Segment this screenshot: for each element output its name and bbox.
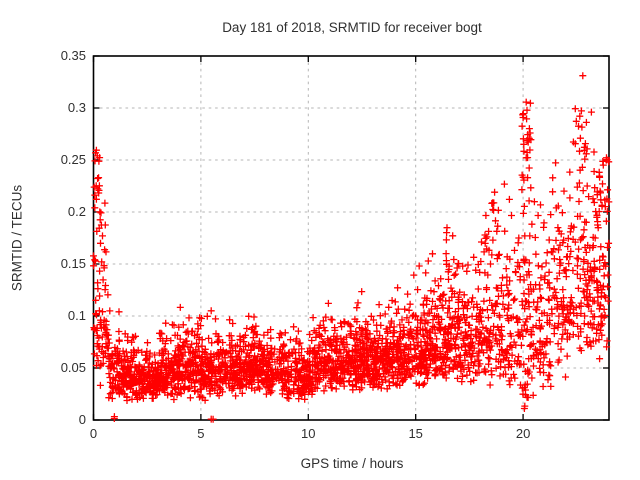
y-tick-label: 0.2 [67,204,86,219]
y-tick-label: 0.05 [60,360,86,375]
y-tick-label: 0.35 [60,48,86,63]
y-tick-label: 0.25 [60,152,86,167]
x-tick-label: 5 [197,426,205,441]
y-tick-label: 0 [78,412,86,427]
x-tick-label: 10 [301,426,316,441]
x-axis-label: GPS time / hours [300,456,404,471]
y-tick-label: 0.15 [60,256,86,271]
x-tick-label: 15 [408,426,423,441]
y-axis-label: SRMTID / TECUs [9,184,25,292]
y-tick-label: 0.3 [67,100,86,115]
chart-title: Day 181 of 2018, SRMTID for receiver bog… [222,20,482,35]
data-points [90,72,613,423]
x-tick-label: 0 [89,426,98,441]
x-tick-label: 20 [515,426,531,441]
y-tick-label: 0.1 [67,308,86,323]
plot-border [92,55,610,421]
